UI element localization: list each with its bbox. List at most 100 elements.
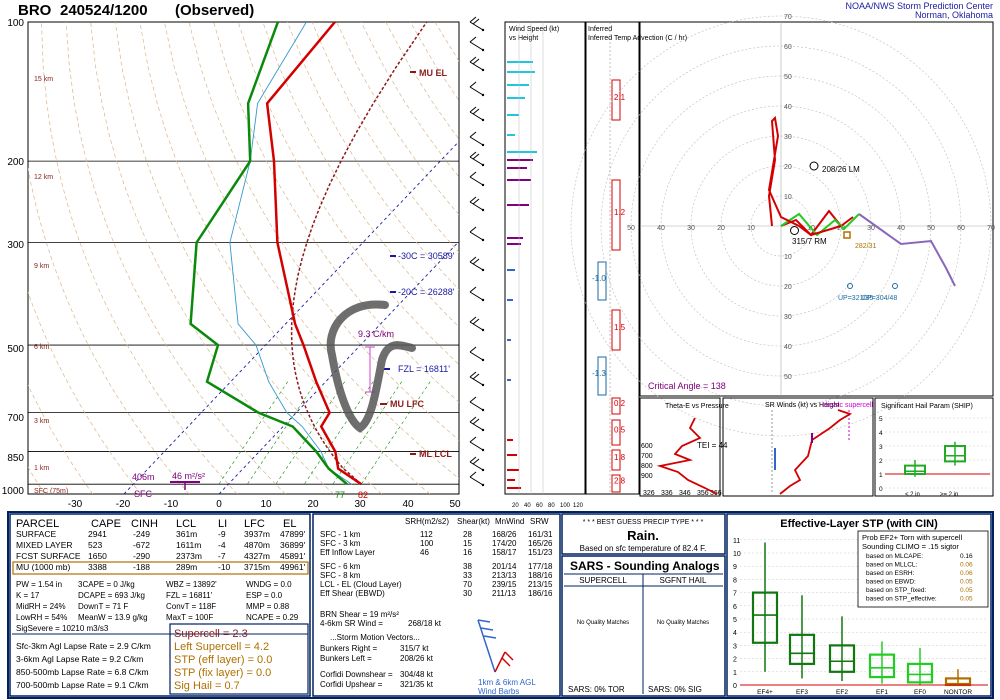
barb-flag — [472, 18, 480, 25]
barb-flag — [472, 198, 480, 205]
dry-adiabat — [533, 22, 1000, 494]
parcel-header: LCL — [176, 518, 196, 530]
barb-staff — [469, 201, 484, 211]
barb-flag — [472, 458, 480, 465]
parcel-cell: 3715m — [244, 562, 270, 572]
index-value: MidRH = 24% — [16, 602, 66, 611]
parcel-header: LI — [218, 518, 227, 530]
stp-box — [906, 648, 934, 685]
kin-cell: 213/15 — [528, 580, 553, 589]
theta-x-label: 356 — [697, 490, 709, 497]
hodo-tick: 50 — [627, 225, 635, 232]
kin-cell: 174/20 — [492, 539, 517, 548]
ship-tick: 4 — [879, 430, 883, 437]
theta-x-label: 346 — [679, 490, 691, 497]
kin-cell: 201/14 — [492, 562, 517, 571]
hodo-tick: 10 — [784, 194, 792, 201]
kin-cell: SFC - 1 km — [320, 530, 361, 539]
kin-cell: SFC - 6 km — [320, 562, 361, 571]
kin-cell: 151/23 — [528, 548, 553, 557]
stp-tick: 6 — [733, 604, 737, 611]
sars-no-match: No Quality Matches — [577, 620, 629, 626]
trace-group — [189, 22, 428, 486]
parcel-cell: FCST SURFACE — [16, 551, 81, 561]
bunkers-right-value: 315/7 kt — [400, 644, 429, 653]
corfidi-down-value: 304/48 kt — [400, 670, 434, 679]
mean-wind-marker — [843, 231, 851, 239]
temp-adv-title-2: Inferred Temp Advection (C / hr) — [588, 35, 687, 42]
mu-el-label: MU EL — [419, 68, 448, 78]
mixing-ratio-line — [218, 381, 288, 485]
p-label: 200 — [7, 157, 24, 168]
parcel-cell: MIXED LAYER — [16, 540, 73, 550]
stp-prob-label: based on STP_fixed: — [866, 587, 927, 594]
t-label: 20 — [307, 499, 319, 510]
dry-adiabat — [336, 22, 459, 216]
parcel-header: CAPE — [91, 518, 121, 530]
stp-tick: 0 — [733, 683, 737, 690]
effective-energy-label: 46 m²/s² — [172, 471, 205, 481]
barb-dot — [481, 68, 485, 72]
barb-dot — [481, 238, 485, 242]
barb-flag — [469, 396, 477, 403]
parcel-cell: 49961' — [280, 562, 306, 572]
theta-x-label: 336 — [661, 490, 673, 497]
barb-flag — [469, 416, 477, 423]
composite-value: STP (eff layer) = 0.0 — [174, 654, 272, 666]
advection-bar — [611, 179, 621, 251]
barb-dot — [481, 208, 485, 212]
parcel-cell: 3937m — [244, 529, 270, 539]
wind-barb — [469, 151, 485, 167]
hodo-tick: 20 — [784, 284, 792, 291]
dry-adiabat — [28, 166, 190, 494]
parcel-cell: 4870m — [244, 540, 270, 550]
ship-tick: 1 — [879, 472, 883, 479]
wind-barb — [469, 106, 485, 122]
wind-barb — [469, 371, 485, 387]
parcel-cell: 2373m — [176, 551, 202, 561]
stp-tick: 9 — [733, 564, 737, 571]
stp-prob-label: based on EBWD: — [866, 579, 916, 586]
parcel-cell: MU (1000 mb) — [16, 562, 70, 572]
index-value: MMP = 0.88 — [246, 602, 290, 611]
index-value: ESP = 0.0 — [246, 591, 283, 600]
stp-tick: 11 — [733, 538, 740, 545]
ship-box — [904, 460, 926, 477]
barb-dot — [481, 483, 485, 487]
brn-shear: BRN Shear = 19 m²/s² — [320, 610, 399, 619]
fzl-label: FZL = 16811' — [398, 364, 450, 374]
temp-adv-title-1: Inferred — [588, 26, 612, 33]
t-label: 30 — [354, 499, 366, 510]
dry-adiabat — [65, 22, 286, 494]
wind-barb — [469, 436, 485, 452]
wind-barb — [469, 286, 485, 302]
sounding-time: 240524/1200 — [60, 2, 148, 19]
advection-bar — [611, 474, 621, 493]
parcel-cell: 523 — [88, 540, 102, 550]
temperature-axis: -30 -20 -10 0 10 20 30 40 50 — [68, 499, 461, 510]
stp-category: NONTOR — [944, 689, 972, 696]
stp-prob-label: based on MLCAPE: — [866, 553, 923, 560]
temp-adv-bars: 2.1 1.2 -1.0 1.5 -1.3 0.2 0.5 1.8 2.8 — [592, 79, 626, 493]
hodo-tick: 20 — [837, 225, 845, 232]
ship-tick: 2 — [879, 458, 883, 465]
p-label: 300 — [7, 240, 24, 251]
dry-adiabat — [139, 22, 431, 494]
stp-prob-value: 0.06 — [960, 562, 973, 569]
barb-flag — [469, 456, 477, 463]
wind-barb — [469, 56, 485, 72]
ship-tick: 5 — [879, 416, 883, 423]
rm-label: 315/7 RM — [792, 237, 827, 246]
barb-legend-label: 1km & 6km AGL — [478, 678, 536, 687]
barb-dot — [481, 328, 485, 332]
index-value: LowRH = 54% — [16, 613, 67, 622]
barb-flag — [469, 36, 477, 43]
kin-cell: 177/18 — [528, 562, 553, 571]
stp-prob-title: Sounding CLIMO = .15 sigtor — [862, 542, 959, 551]
hodo-tick: 20 — [717, 225, 725, 232]
hodo-tick: 60 — [957, 225, 965, 232]
dry-adiabat — [484, 22, 1000, 494]
barb-staff — [469, 461, 484, 471]
dry-adiabat — [90, 22, 334, 494]
